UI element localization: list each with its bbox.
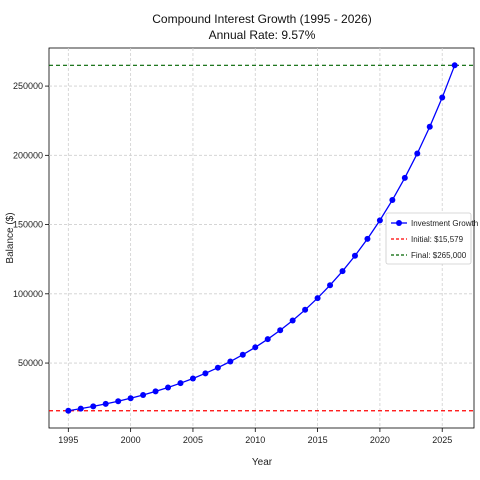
chart-title: Compound Interest Growth (1995 - 2026)	[152, 12, 371, 26]
data-point	[302, 306, 309, 313]
data-point	[165, 384, 172, 391]
data-point	[239, 351, 246, 358]
y-tick-label: 50000	[18, 358, 43, 368]
legend-marker-series	[396, 220, 402, 226]
data-point	[439, 94, 446, 101]
data-point	[177, 380, 184, 387]
data-point	[127, 395, 134, 402]
x-tick-label: 1995	[58, 435, 78, 445]
reference-lines	[49, 64, 474, 412]
x-axis-label: Year	[252, 457, 273, 468]
y-tick-label: 150000	[13, 220, 43, 230]
legend: Investment Growth Initial: $15,579 Final…	[385, 212, 478, 265]
series-layer	[65, 62, 458, 414]
x-tick-label: 2025	[432, 435, 452, 445]
y-tick-label: 100000	[13, 289, 43, 299]
data-point	[389, 197, 396, 204]
data-point	[152, 388, 159, 395]
y-tick-label: 200000	[13, 150, 43, 160]
data-point	[90, 403, 97, 410]
data-point	[451, 62, 458, 69]
x-tick-label: 2010	[245, 435, 265, 445]
data-point	[202, 370, 209, 377]
data-point	[314, 295, 321, 302]
data-point	[339, 268, 346, 275]
data-point	[77, 405, 84, 412]
x-tick-label: 2015	[308, 435, 328, 445]
legend-label-series: Investment Growth	[411, 219, 478, 228]
y-tick-label: 250000	[13, 81, 43, 91]
x-tick-label: 2020	[370, 435, 390, 445]
data-point	[115, 398, 122, 405]
plot-area-frame	[48, 47, 475, 429]
data-point	[214, 364, 221, 371]
data-point	[264, 336, 271, 343]
x-tick-label: 2000	[121, 435, 141, 445]
data-point	[289, 317, 296, 324]
data-point	[414, 150, 421, 157]
legend-label-final: Final: $265,000	[411, 251, 467, 260]
data-point	[364, 235, 371, 242]
data-point	[65, 407, 72, 414]
x-tick-label: 2005	[183, 435, 203, 445]
legend-box	[385, 212, 472, 265]
x-axis-ticks: 1995 2000 2005 2010 2015 2020 2025	[58, 428, 452, 445]
y-axis-label: Balance ($)	[5, 212, 16, 263]
y-axis-ticks: 50000 100000 150000 200000 250000	[13, 81, 49, 368]
data-point	[376, 217, 383, 224]
data-point	[426, 123, 433, 130]
data-point	[140, 391, 147, 398]
chart-subtitle: Annual Rate: 9.57%	[209, 28, 316, 42]
data-point	[252, 344, 259, 351]
data-point	[277, 327, 284, 334]
data-point	[189, 375, 196, 382]
legend-label-initial: Initial: $15,579	[411, 235, 464, 244]
data-point	[102, 400, 109, 407]
data-point	[401, 174, 408, 181]
data-point	[327, 282, 334, 289]
data-point	[227, 358, 234, 365]
data-point	[351, 252, 358, 259]
